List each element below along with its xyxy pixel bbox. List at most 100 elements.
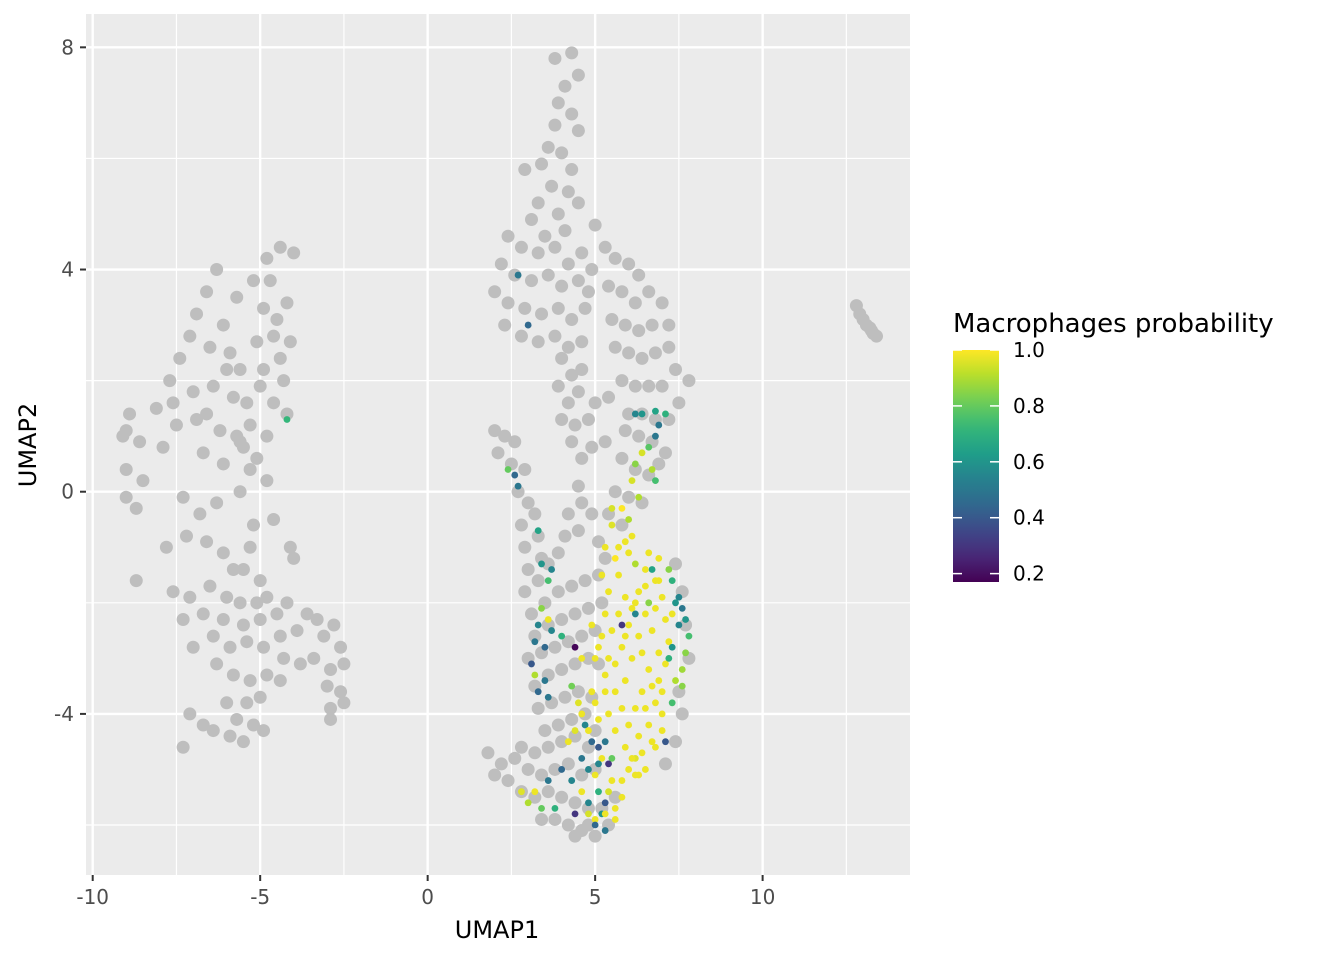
probability-point [578, 710, 586, 718]
na-point [243, 462, 257, 476]
na-point [535, 157, 549, 171]
na-point [541, 740, 555, 754]
na-point [501, 296, 515, 310]
na-point [267, 396, 281, 410]
na-point [240, 696, 254, 710]
na-point [551, 96, 565, 110]
na-point [176, 490, 190, 504]
na-point [250, 335, 264, 349]
na-point [216, 612, 230, 626]
probability-point [568, 682, 576, 690]
probability-point [534, 527, 542, 534]
probability-point [648, 466, 656, 473]
probability-point [655, 677, 663, 684]
na-point [669, 557, 683, 571]
probability-point [283, 416, 291, 423]
na-point [196, 446, 210, 460]
na-point [575, 451, 589, 465]
legend-label: 0.2 [1013, 562, 1045, 586]
na-point [568, 418, 582, 432]
na-point [216, 546, 230, 560]
na-point [223, 729, 237, 743]
na-point [233, 485, 247, 499]
probability-point [574, 699, 582, 707]
probability-point [531, 671, 539, 679]
probability-point [524, 799, 532, 807]
probability-point [665, 566, 673, 573]
na-point [528, 629, 542, 643]
probability-point [658, 593, 666, 601]
probability-point [544, 616, 552, 623]
probability-point [511, 471, 519, 479]
na-point [300, 607, 314, 621]
na-point [588, 396, 602, 410]
na-point [273, 629, 287, 643]
na-point [119, 462, 133, 476]
probability-point [585, 799, 592, 807]
probability-point [601, 671, 609, 679]
na-point [156, 440, 170, 454]
na-point [571, 479, 585, 493]
probability-point [635, 732, 643, 740]
probability-point [608, 777, 616, 784]
probability-point [662, 738, 669, 746]
na-point [558, 529, 572, 543]
legend: Macrophages probability 1.0 0.8 0.6 0.4 0.2 [953, 309, 1274, 586]
probability-point [524, 321, 532, 329]
na-point [501, 229, 515, 243]
probability-point [652, 477, 659, 485]
na-point [220, 363, 234, 377]
probability-point [608, 754, 616, 762]
probability-point [564, 738, 572, 746]
na-point [622, 346, 636, 360]
na-point [514, 740, 528, 754]
na-point [615, 451, 629, 465]
probability-point [534, 621, 542, 629]
x-axis-title: UMAP1 [455, 916, 539, 944]
na-point [588, 218, 602, 232]
na-point [243, 418, 257, 432]
probability-point [578, 754, 586, 762]
probability-point [541, 643, 549, 651]
na-point [334, 640, 348, 654]
probability-point [571, 643, 579, 651]
probability-point [538, 804, 545, 812]
na-point [561, 507, 575, 521]
na-point [548, 640, 562, 654]
probability-point [601, 610, 609, 618]
na-point [578, 301, 592, 315]
probability-point [544, 693, 552, 701]
probability-point [615, 543, 622, 551]
probability-point [655, 577, 663, 584]
probability-point [548, 627, 555, 634]
na-point [267, 329, 281, 343]
na-point [548, 118, 562, 132]
probability-point [621, 743, 629, 751]
na-point [488, 285, 502, 299]
probability-point [638, 688, 646, 696]
probability-point [605, 588, 612, 596]
na-point [521, 762, 535, 776]
probability-point [514, 271, 522, 279]
na-point [575, 496, 589, 510]
na-point [213, 424, 227, 438]
probability-point [625, 766, 633, 773]
probability-point [635, 493, 643, 501]
na-point [173, 351, 187, 365]
na-point [605, 313, 619, 327]
probability-point [605, 760, 612, 768]
probability-point [538, 560, 545, 568]
na-point [250, 451, 264, 465]
na-point [568, 657, 582, 671]
probability-point [601, 799, 609, 807]
na-point [260, 429, 274, 443]
probability-point [534, 688, 542, 696]
na-point [116, 429, 130, 443]
probability-point [631, 704, 639, 712]
legend-colorbar [953, 350, 999, 582]
probability-point [638, 649, 646, 657]
na-point [290, 624, 304, 638]
probability-point [605, 788, 612, 796]
na-point [280, 596, 294, 610]
